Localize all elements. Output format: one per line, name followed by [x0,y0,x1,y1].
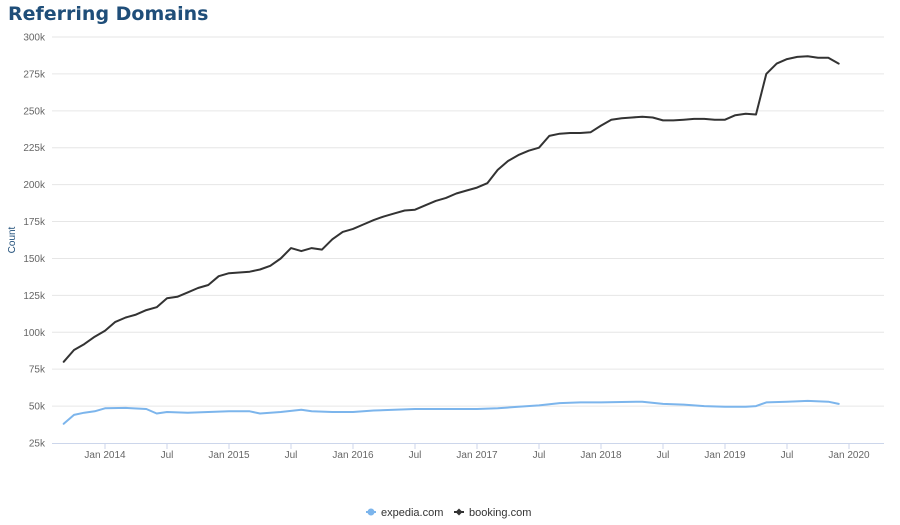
gridlines [52,36,884,407]
y-axis-label: Count [7,226,18,253]
y-tick-label: 150k [23,254,46,265]
x-tick-label: Jul [409,450,422,461]
x-tick-label: Jan 2018 [580,450,622,461]
x-tick-label: Jan 2016 [332,450,374,461]
x-tick-label: Jul [533,450,546,461]
x-tick-label: Jul [285,450,298,461]
series-line-0[interactable] [62,399,840,425]
legend-label: booking.com [469,507,531,519]
x-tick-label: Jan 2014 [84,450,126,461]
x-tick-label: Jul [781,450,794,461]
x-tick-label: Jan 2015 [208,450,250,461]
y-tick-label: 25k [29,439,46,450]
y-tick-label: 175k [23,217,46,228]
y-tick-label: 50k [29,402,46,413]
legend-item[interactable]: expedia.com [366,507,443,519]
legend-diamond-marker [455,508,463,516]
legend-circle-marker [367,508,375,516]
x-tick-label: Jan 2019 [704,450,746,461]
x-axis: Jan 2014 Jul Jan 2015 Jul Jan 2016 Jul Jan 201… [52,443,884,461]
y-tick-label: 225k [23,143,46,154]
y-tick-label: 100k [23,328,46,339]
x-tick-label: Jan 2020 [828,450,870,461]
y-tick-label: 200k [23,180,46,191]
series-lines [62,55,840,425]
y-tick-label: 75k [29,365,46,376]
x-tick-label: Jul [161,450,174,461]
series-line-1[interactable] [62,55,840,363]
legend-label: expedia.com [381,507,443,519]
y-axis: 25k 50k 75k 100k 125k 150k 175k 200k 225k 250k 275… [23,33,46,450]
legend[interactable]: expedia.com booking.com [366,507,531,519]
y-tick-label: 275k [23,69,46,80]
y-tick-label: 250k [23,106,46,117]
chart-title: Referring Domains [8,3,209,25]
x-tick-label: Jan 2017 [456,450,498,461]
x-tick-label: Jul [657,450,670,461]
y-tick-label: 125k [23,291,46,302]
legend-item[interactable]: booking.com [454,507,531,519]
y-tick-label: 300k [23,33,46,44]
